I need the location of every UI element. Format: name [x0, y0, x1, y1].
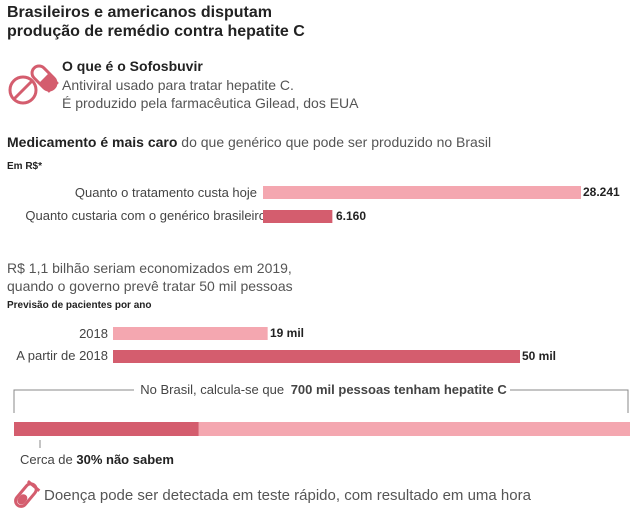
chart-title-line2: produção de remédio contra hepatite C [7, 23, 305, 40]
savings-note-line2: quando o governo prevê tratar 50 mil pes… [7, 278, 293, 294]
savings-note-line1: R$ 1,1 bilhão seriam economizados em 201… [7, 260, 292, 276]
price-category-label: Quanto o tratamento custa hoje [74, 185, 257, 200]
price-bar [263, 210, 333, 223]
prevalence-label-text: No Brasil, calcula-se que [137, 382, 291, 397]
price-value-label: 6.160 [336, 209, 367, 223]
patients-bar [113, 327, 268, 340]
price-unit-label: Em R$* [7, 161, 43, 172]
price-category-label: Quanto custaria com o genérico brasileir… [25, 208, 266, 223]
unaware-label-text: Cerca de [20, 452, 77, 467]
unaware-label: Cerca de 30% não sabem [20, 452, 174, 467]
prevalence-label: No Brasil, calcula-se que 700 mil pessoa… [0, 382, 640, 397]
price-value-label: 28.241 [583, 185, 620, 199]
pill-icon [8, 64, 59, 105]
patients-bar [113, 350, 520, 363]
prevalence-segment [198, 422, 631, 436]
price-heading-rest: do que genérico que pode ser produzido n… [177, 134, 492, 150]
prevalence-label-bold: 700 mil pessoas tenham hepatite C [290, 382, 507, 397]
price-bar [263, 186, 581, 199]
prevalence-segment [14, 422, 199, 436]
patients-value-label: 50 mil [522, 349, 557, 363]
drug-description-line2: É produzido pela farmacêutica Gilead, do… [62, 95, 359, 111]
patients-chart-title: Previsão de pacientes por ano [7, 300, 152, 311]
price-heading-bold: Medicamento é mais caro [7, 134, 178, 150]
patients-category-label: A partir de 2018 [16, 348, 108, 363]
patients-category-label: 2018 [79, 326, 108, 341]
price-section-heading: Medicamento é mais caro do que genérico … [7, 134, 491, 150]
test-tube-icon [14, 479, 41, 508]
chart-title-line1: Brasileiros e americanos disputam [7, 4, 272, 21]
patients-value-label: 19 mil [270, 326, 305, 340]
drug-name: O que é o Sofosbuvir [62, 58, 203, 74]
footer-note: Doença pode ser detectada em teste rápid… [44, 487, 531, 504]
drug-description-line1: Antiviral usado para tratar hepatite C. [62, 77, 294, 93]
unaware-label-bold: 30% não sabem [76, 452, 174, 467]
